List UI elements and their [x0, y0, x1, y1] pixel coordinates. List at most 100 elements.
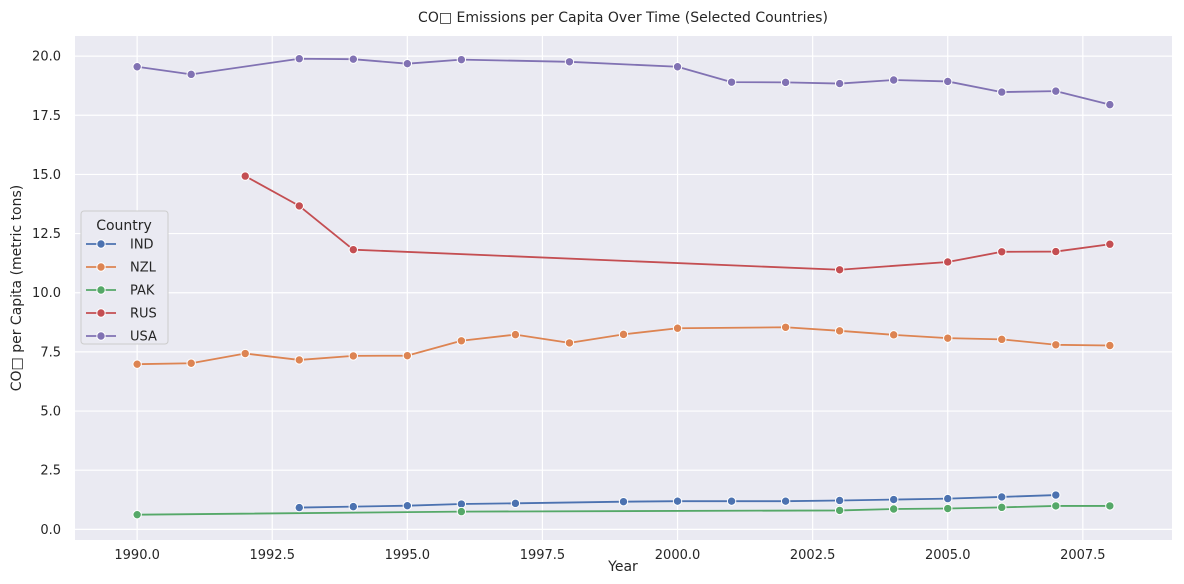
data-point: [672, 323, 683, 333]
legend: Country IND NZL PAK RUS USA: [80, 210, 169, 345]
data-point: [1051, 501, 1061, 511]
y-tick-label: 15.0: [32, 168, 61, 183]
data-point: [997, 502, 1007, 513]
series-line-ind: [299, 494, 1056, 509]
data-point: [456, 336, 467, 346]
data-point: [997, 492, 1007, 502]
data-point: [888, 504, 899, 514]
series-lines: [137, 57, 1111, 516]
data-point: [294, 502, 304, 513]
x-tick-label: 1997.5: [520, 548, 566, 563]
y-tick-label: 12.5: [32, 227, 61, 242]
plot-area: [75, 36, 1172, 540]
data-point: [186, 69, 196, 80]
data-point: [672, 62, 683, 72]
y-axis-title: CO□ per Capita (metric tons): [9, 185, 25, 392]
data-point: [1051, 86, 1061, 96]
x-tick-label: 2002.5: [790, 548, 836, 563]
x-tick-label: 1990.0: [114, 548, 160, 563]
data-point: [943, 76, 953, 87]
data-point: [997, 87, 1007, 97]
data-point: [834, 326, 845, 336]
legend-label: USA: [130, 330, 157, 345]
data-point: [834, 495, 845, 506]
data-point: [780, 496, 791, 506]
x-tick-label: 1995.0: [385, 548, 431, 563]
y-tick-label: 10.0: [32, 286, 61, 301]
data-point: [510, 498, 521, 509]
y-tick-label: 0.0: [40, 523, 61, 538]
data-point: [132, 509, 142, 520]
data-point: [726, 496, 737, 506]
legend-item-rus: RUS: [86, 307, 157, 322]
legend-label: RUS: [130, 307, 157, 322]
legend-label: IND: [130, 238, 154, 253]
series-line-pak: [137, 505, 1110, 516]
legend-swatch-marker: [96, 239, 106, 249]
data-point: [943, 333, 953, 343]
data-point: [1051, 340, 1061, 350]
data-point: [618, 496, 629, 507]
data-point: [402, 58, 413, 69]
legend-swatch-marker: [96, 331, 106, 341]
data-point: [348, 351, 359, 361]
x-tick-label: 2000.0: [655, 548, 701, 563]
data-point: [564, 57, 575, 67]
data-point: [294, 355, 304, 365]
series-line-rus: [244, 175, 1110, 271]
data-point: [402, 350, 413, 361]
data-point: [943, 257, 953, 267]
y-tick-label: 20.0: [32, 50, 61, 65]
chart-title: CO□ Emissions per Capita Over Time (Sele…: [418, 10, 828, 26]
data-point: [348, 501, 359, 512]
y-tick-label: 5.0: [40, 405, 61, 420]
y-tick-label: 17.5: [32, 109, 61, 124]
legend-swatch-marker: [96, 308, 106, 318]
data-point: [240, 171, 250, 181]
data-point: [456, 506, 467, 517]
legend-item-nzl: NZL: [86, 261, 157, 276]
data-point: [564, 338, 575, 348]
data-point: [132, 359, 142, 369]
data-point: [780, 322, 791, 332]
x-tick-label: 2005.0: [925, 548, 971, 563]
legend-swatch-marker: [96, 285, 106, 295]
legend-title: Country: [96, 218, 152, 234]
data-point: [888, 494, 899, 505]
data-point: [997, 334, 1007, 345]
grid-lines: [75, 36, 1172, 540]
data-point: [618, 329, 629, 340]
data-point: [240, 348, 250, 359]
data-point: [456, 54, 467, 65]
data-point: [672, 496, 683, 506]
x-tick-label: 1992.5: [249, 548, 295, 563]
legend-label: NZL: [130, 261, 157, 276]
data-point: [943, 493, 953, 504]
x-axis: 1990.0 1992.5 1995.0 1997.5 2000.0 2002.5 2005…: [114, 548, 1105, 563]
series-markers: [132, 54, 1115, 520]
data-point: [943, 503, 953, 514]
data-point: [834, 265, 845, 275]
x-tick-label: 2007.5: [1060, 548, 1106, 563]
data-point: [780, 77, 791, 88]
legend-label: PAK: [130, 284, 155, 299]
legend-item-ind: IND: [86, 238, 154, 253]
series-line-usa: [137, 57, 1111, 106]
data-point: [294, 54, 304, 64]
legend-swatch-marker: [96, 262, 106, 272]
data-point: [510, 329, 521, 340]
data-point: [1105, 99, 1115, 110]
data-point: [132, 62, 142, 72]
legend-items: IND NZL PAK RUS USA: [86, 238, 157, 345]
y-tick-label: 7.5: [40, 345, 61, 360]
data-point: [402, 500, 413, 511]
legend-item-usa: USA: [86, 330, 157, 345]
data-point: [294, 201, 304, 211]
legend-item-pak: PAK: [86, 284, 155, 299]
data-point: [348, 244, 359, 255]
data-point: [1105, 239, 1115, 249]
data-point: [726, 77, 737, 87]
data-point: [348, 54, 359, 64]
data-point: [888, 75, 899, 85]
